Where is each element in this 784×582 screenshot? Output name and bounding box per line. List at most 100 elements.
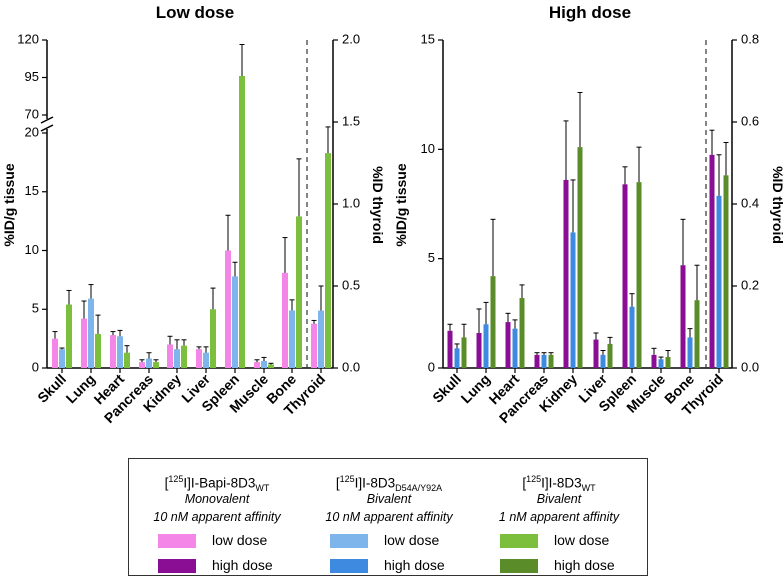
legend-entry-low: low dose: [304, 531, 474, 551]
bar: [548, 354, 554, 368]
bar: [665, 357, 671, 368]
bar: [454, 348, 460, 368]
legend-low-label: low dose: [384, 532, 440, 548]
legend-affinity: 10 nM apparent affinity: [153, 510, 281, 524]
bar: [541, 354, 547, 368]
legend-entry-low: low dose: [474, 531, 644, 551]
legend-valency: Monovalent: [184, 492, 250, 506]
bar: [563, 179, 569, 368]
bar: [232, 276, 238, 368]
y-tick-label: 20: [25, 124, 39, 139]
axis-break-mark: [40, 116, 54, 124]
bar: [534, 354, 540, 368]
legend-column-8d3-mutant: [125I]I-8D3D54A/Y92A Bivalent 10 nM appa…: [304, 459, 474, 573]
bar: [593, 339, 599, 368]
y2-tick-label: 0.6: [741, 113, 759, 128]
legend-affinity: 10 nM apparent affinity: [325, 510, 453, 524]
bar: [203, 352, 209, 368]
legend-entry-high: high dose: [304, 556, 474, 576]
bar: [174, 349, 180, 368]
high-dose-plot: 0510150.00.20.40.60.8SkullLungHeartPancr…: [421, 31, 760, 426]
low-dose-title: Low dose: [156, 3, 234, 22]
biodistribution-charts: Low dose High dose %ID/g tissue %ID thyr…: [1, 3, 784, 426]
bar: [629, 306, 635, 368]
legend-swatch: [500, 534, 538, 548]
bar: [512, 328, 518, 368]
bar: [52, 338, 58, 368]
bar: [447, 330, 453, 368]
bar: [476, 333, 482, 368]
y-tick-label: 0: [428, 359, 435, 374]
y-tick-label: 10: [25, 242, 39, 257]
bar: [483, 324, 489, 368]
y-tick-label: 120: [17, 31, 39, 46]
bar: [88, 298, 94, 368]
bar: [289, 310, 295, 368]
y2-tick-label: 0.2: [741, 277, 759, 292]
legend-compound-name: [125I]I-Bapi-8D3WT: [164, 474, 270, 494]
legend-entry-high: high dose: [474, 556, 644, 576]
bar: [210, 309, 216, 368]
bar: [268, 364, 274, 368]
axis-break-mark: [40, 124, 54, 132]
category-label: Lung: [63, 371, 99, 407]
y-tick-label: 0: [32, 359, 39, 374]
bar: [600, 354, 606, 368]
legend-entry-high: high dose: [132, 556, 302, 576]
high-y-axis-label: %ID/g tissue: [393, 163, 409, 246]
y2-tick-label: 1.0: [342, 195, 360, 210]
bar: [282, 272, 288, 368]
bar: [254, 362, 260, 368]
legend-swatch: [330, 559, 368, 573]
bar: [153, 362, 159, 368]
y-tick-label: 5: [32, 301, 39, 316]
y2-tick-label: 0.8: [741, 31, 759, 46]
legend-low-label: low dose: [554, 532, 610, 548]
high-y2-axis-label: %ID thyroid: [770, 166, 784, 244]
bar: [622, 184, 628, 368]
bar: [117, 336, 123, 368]
bar: [461, 337, 467, 368]
legend-affinity: 1 nM apparent affinity: [498, 510, 620, 524]
bar: [687, 337, 693, 368]
legend-entry-low: low dose: [132, 531, 302, 551]
legend-column-bapi: [125I]I-Bapi-8D3WT Monovalent 10 nM appa…: [132, 459, 302, 573]
y2-tick-label: 0.0: [741, 359, 759, 374]
bar: [311, 323, 317, 368]
legend-valency: Bivalent: [366, 492, 412, 506]
bar: [296, 216, 302, 368]
category-label: Skull: [34, 371, 69, 406]
bar: [519, 298, 525, 368]
y2-tick-label: 2.0: [342, 31, 360, 46]
y-tick-label: 95: [25, 69, 39, 84]
legend-valency: Bivalent: [536, 492, 582, 506]
y-tick-label: 70: [25, 106, 39, 121]
low-y2-axis-label: %ID thyroid: [370, 166, 386, 244]
y-tick-label: 5: [428, 250, 435, 265]
bar: [167, 344, 173, 368]
legend-swatch: [330, 534, 368, 548]
bar: [709, 154, 715, 368]
bar: [124, 352, 130, 368]
bar: [723, 175, 729, 368]
legend-high-label: high dose: [554, 557, 615, 573]
low-dose-plot: 0510152070951200.00.51.01.52.0SkullLungH…: [17, 31, 360, 426]
bar: [694, 300, 700, 368]
category-label: Skull: [429, 371, 464, 406]
y2-tick-label: 0.5: [342, 277, 360, 292]
bar: [716, 195, 722, 368]
bar: [239, 76, 245, 368]
legend-swatch: [158, 559, 196, 573]
y-tick-label: 15: [25, 183, 39, 198]
y-tick-label: 15: [421, 31, 435, 46]
high-dose-title: High dose: [549, 3, 631, 22]
legend-high-label: high dose: [212, 557, 273, 573]
bar: [181, 345, 187, 368]
bar: [658, 359, 664, 368]
bar: [490, 276, 496, 368]
y-tick-label: 10: [421, 141, 435, 156]
legend: [125I]I-Bapi-8D3WT Monovalent 10 nM appa…: [128, 458, 648, 576]
bar: [110, 335, 116, 368]
bar: [577, 147, 583, 368]
bar: [261, 360, 267, 368]
